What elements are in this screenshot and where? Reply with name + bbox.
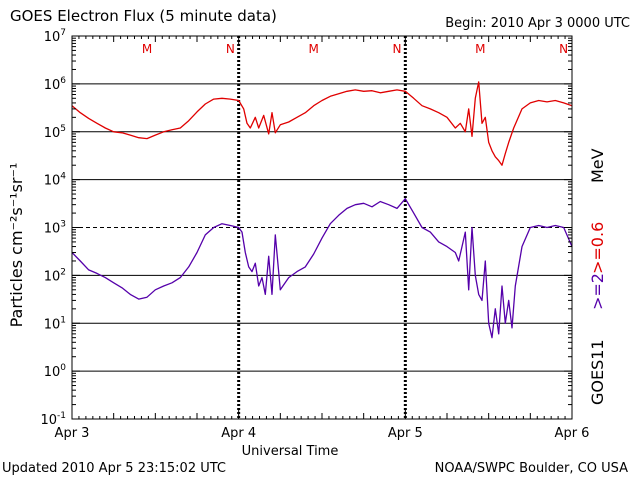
y-tick-exponent: 3 (60, 220, 66, 230)
y-tick-exponent: 6 (60, 76, 66, 86)
credit-label: NOAA/SWPC Boulder, CO USA (434, 461, 628, 476)
x-axis-label: Universal Time (242, 444, 339, 459)
y-tick-exponent: 7 (60, 28, 66, 38)
y-tick-exponent: -1 (57, 411, 66, 421)
y-tick-exponent: 0 (60, 363, 66, 373)
marker-n: N (559, 42, 568, 56)
series-layer (71, 81, 573, 339)
satellite-label: GOES11 (588, 339, 607, 405)
x-tick-label: Apr 6 (555, 426, 590, 441)
series-2mev-line (71, 81, 573, 166)
frame-layer (71, 35, 573, 420)
y-tick-label: 10-1 (40, 411, 66, 428)
updated-timestamp: Updated 2010 Apr 5 23:15:02 UTC (2, 461, 226, 476)
x-tick-label: Apr 4 (221, 426, 256, 441)
y-tick-base: 10 (44, 30, 61, 45)
chart-title: GOES Electron Flux (5 minute data) (10, 7, 277, 25)
y-tick-base: 10 (44, 365, 61, 380)
y-tick-base: 10 (40, 413, 57, 428)
y-tick-exponent: 1 (60, 315, 66, 325)
x-tick-label: Apr 5 (388, 426, 423, 441)
y-tick-base: 10 (44, 269, 61, 284)
grid-layer (72, 36, 572, 419)
right-energy-labels: >=2 >=0.6 MeV (588, 148, 607, 310)
marker-m: M (475, 42, 485, 56)
y-tick-label: 105 (44, 124, 66, 141)
y-tick-base: 10 (44, 174, 61, 189)
y-tick-exponent: 2 (60, 267, 66, 277)
marker-n: N (393, 42, 402, 56)
label-unit: MeV (588, 148, 607, 183)
y-tick-label: 107 (44, 28, 66, 45)
y-tick-label: 106 (44, 76, 67, 93)
plot-frame (71, 35, 573, 420)
y-tick-label: 100 (44, 363, 67, 380)
label-0.6mev: >=2 (588, 273, 607, 310)
y-tick-label: 104 (44, 172, 67, 189)
y-tick-base: 10 (44, 317, 61, 332)
x-tick-label: Apr 3 (55, 426, 90, 441)
y-tick-label: 101 (44, 315, 66, 332)
y-tick-base: 10 (44, 78, 61, 93)
begin-time-label: Begin: 2010 Apr 3 0000 UTC (445, 16, 630, 31)
y-tick-label: 103 (44, 220, 66, 237)
y-tick-base: 10 (44, 222, 61, 237)
label-2mev: >=0.6 (588, 222, 607, 274)
y-axis-label: Particles cm⁻²s⁻¹sr⁻¹ (7, 163, 26, 328)
y-tick-label: 102 (44, 267, 66, 284)
marker-m: M (142, 42, 152, 56)
y-tick-exponent: 5 (60, 124, 66, 134)
series-0.6mev-line (71, 198, 573, 339)
y-tick-base: 10 (44, 126, 61, 141)
y-tick-exponent: 4 (60, 172, 66, 182)
marker-n: N (226, 42, 235, 56)
marker-m: M (308, 42, 318, 56)
